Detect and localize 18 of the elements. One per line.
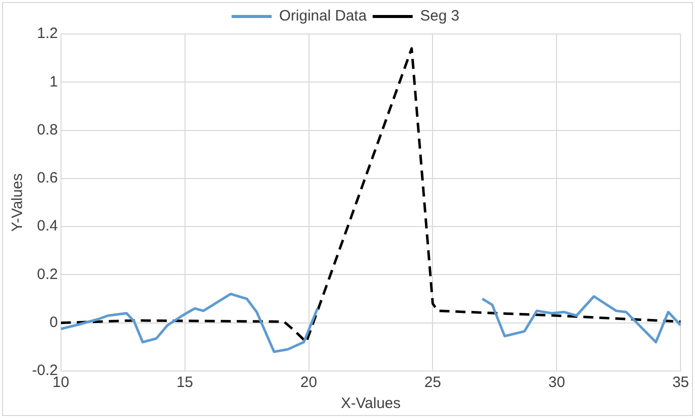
line-series xyxy=(60,47,681,344)
y-tick-label: 0.2 xyxy=(36,266,58,283)
y-axis-title: Y-Values xyxy=(9,173,26,232)
x-tick-label: 10 xyxy=(52,374,70,392)
y-tick-label: 1 xyxy=(50,73,58,90)
x-tick-label: 35 xyxy=(672,374,689,392)
y-tick-label: 0 xyxy=(50,314,58,331)
x-tick-label: 20 xyxy=(300,374,318,392)
x-tick-label: 30 xyxy=(548,374,566,392)
x-tick-label: 15 xyxy=(176,374,194,392)
y-tick-label: 1.2 xyxy=(36,25,58,42)
x-tick-label: 25 xyxy=(424,374,442,392)
y-tick-label: 0.8 xyxy=(36,121,58,138)
y-tick-label: 0.6 xyxy=(36,170,58,187)
legend-label: Original Data xyxy=(279,8,368,25)
x-axis-title: X-Values xyxy=(340,395,401,412)
legend-label: Seg 3 xyxy=(420,8,460,25)
y-tick-label: 0.4 xyxy=(36,218,58,235)
